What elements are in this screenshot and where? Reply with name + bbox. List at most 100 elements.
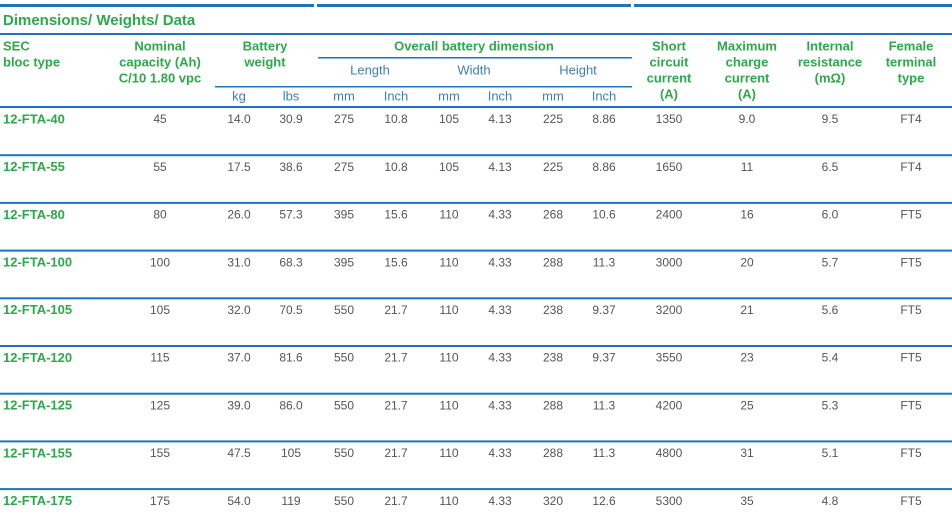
cell: 20	[740, 255, 754, 269]
header-text: resistance	[798, 54, 862, 69]
cell: 9.5	[822, 112, 839, 126]
sub-header: Width	[457, 62, 490, 77]
cell: 10.8	[384, 160, 408, 174]
cell: 5.4	[822, 351, 839, 365]
cell: 23	[740, 351, 754, 365]
cell: 47.5	[227, 446, 251, 460]
unit: Inch	[592, 88, 617, 103]
cell: 4.33	[488, 351, 512, 365]
cell: 21.7	[384, 351, 408, 365]
header-text: C/10 1.80 vpc	[119, 70, 201, 85]
cell: 6.5	[822, 160, 839, 174]
header-text: terminal	[886, 54, 937, 69]
cell: 9.37	[592, 351, 616, 365]
cell: 238	[543, 303, 563, 317]
cell: 11.3	[593, 255, 616, 269]
cell: 225	[543, 112, 563, 126]
cell: 550	[334, 494, 354, 508]
cell: 4.33	[488, 208, 512, 222]
unit: mm	[542, 88, 564, 103]
cell: 268	[543, 208, 563, 222]
cell: 8.86	[592, 160, 616, 174]
unit: mm	[438, 88, 460, 103]
cell: 105	[281, 446, 301, 460]
unit: kg	[232, 88, 246, 103]
row-rule	[0, 249, 952, 252]
table-title: Dimensions/ Weights/ Data	[3, 12, 196, 29]
cell: 55	[153, 160, 167, 174]
cell: 105	[439, 160, 459, 174]
cell: 80	[153, 208, 167, 222]
cell: 35	[740, 494, 754, 508]
sub-header: Height	[559, 62, 597, 77]
cell: 5300	[656, 494, 683, 508]
cell: 550	[334, 398, 354, 412]
cell: 550	[334, 303, 354, 317]
cell: 2400	[656, 208, 683, 222]
cell: FT5	[900, 446, 922, 460]
cell: 31	[740, 446, 754, 460]
row-rule	[0, 440, 952, 443]
row-rule	[0, 345, 952, 347]
cell: FT5	[900, 351, 922, 365]
cell: FT5	[900, 494, 922, 508]
cell: 3200	[656, 303, 683, 317]
header-text: current	[725, 70, 770, 85]
cell: 125	[150, 398, 170, 412]
cell: 1350	[656, 112, 683, 126]
cell: 21.7	[384, 494, 408, 508]
cell: 39.0	[227, 398, 251, 412]
row-rule	[0, 201, 952, 204]
cell: 38.6	[279, 160, 303, 174]
cell: 11	[741, 160, 754, 174]
header-text: bloc type	[3, 54, 60, 69]
cell: 4.13	[488, 160, 512, 174]
cell: 8.86	[592, 112, 616, 126]
header-text: type	[898, 70, 925, 85]
title-rule	[0, 33, 952, 35]
cell: 21.7	[384, 303, 408, 317]
cell: 320	[543, 494, 563, 508]
header-text: charge	[726, 54, 769, 69]
cell: 25	[740, 398, 754, 412]
model-name: 12-FTA-40	[3, 111, 65, 126]
header-text: circuit	[649, 54, 689, 69]
cell: 110	[439, 303, 458, 317]
cell: 31.0	[227, 255, 251, 269]
row-rule	[0, 297, 952, 300]
model-name: 12-FTA-155	[3, 445, 72, 460]
header-text: (A)	[660, 86, 678, 101]
cell: 54.0	[227, 494, 251, 508]
cell: 21	[740, 303, 754, 317]
cell: 155	[150, 446, 170, 460]
cell: 30.9	[279, 112, 303, 126]
cell: FT5	[900, 398, 922, 412]
cell: 110	[439, 351, 458, 365]
cell: 225	[543, 160, 563, 174]
cell: 115	[150, 351, 169, 365]
header-text: Internal	[807, 38, 854, 53]
cell: 110	[439, 255, 458, 269]
model-name: 12-FTA-120	[3, 350, 72, 365]
cell: 4.8	[822, 494, 839, 508]
header-text: Maximum	[717, 38, 777, 53]
header-text: current	[647, 70, 692, 85]
cell: 6.0	[822, 208, 839, 222]
cell: 4.33	[488, 255, 512, 269]
header-text: capacity (Ah)	[119, 54, 201, 69]
cell: 110	[439, 208, 458, 222]
cell: 37.0	[227, 351, 251, 365]
cell: 3550	[656, 351, 683, 365]
cell: 4.13	[488, 112, 512, 126]
cell: 4.33	[488, 446, 512, 460]
cell: 11.3	[593, 398, 616, 412]
cell: 14.0	[227, 112, 251, 126]
cell: 550	[334, 351, 354, 365]
cell: 26.0	[227, 208, 251, 222]
cell: 16	[740, 208, 754, 222]
cell: 105	[150, 303, 170, 317]
cell: 21.7	[384, 398, 408, 412]
cell: FT5	[900, 303, 922, 317]
cell: 100	[150, 255, 170, 269]
cell: 5.7	[822, 255, 839, 269]
